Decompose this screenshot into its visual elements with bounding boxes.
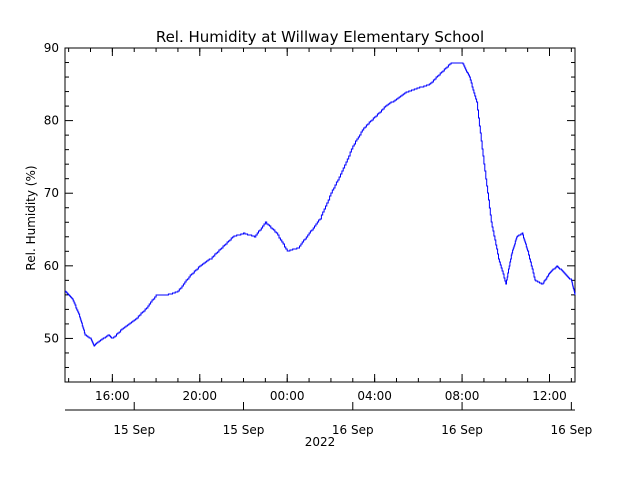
plot-frame (64, 47, 576, 383)
humidity-series-line (65, 62, 576, 347)
chart-title: Rel. Humidity at Willway Elementary Scho… (156, 28, 484, 46)
y-tick-label: 60 (44, 259, 59, 273)
y-tick-label: 70 (44, 186, 59, 200)
x-tick-label: 04:00 (357, 389, 392, 403)
chart-axes: 50 60 70 80 90 16:00 20:00 00:00 04:00 08:00 12:00… (44, 41, 592, 437)
y-tick-label: 80 (44, 114, 59, 128)
y-tick-label: 90 (44, 41, 59, 55)
x-tick-label: 20:00 (182, 389, 217, 403)
x-tick-label: 12:00 (532, 389, 567, 403)
date-axis-label: 16 Sep (332, 423, 374, 437)
x-tick-label: 08:00 (445, 389, 480, 403)
plot-area (65, 62, 576, 347)
x-axis-label: 2022 (305, 435, 336, 449)
y-axis-label: Rel. Humidity (%) (24, 165, 38, 270)
date-axis-label: 16 Sep (551, 423, 593, 437)
x-tick-label: 00:00 (270, 389, 305, 403)
date-axis-label: 15 Sep (113, 423, 155, 437)
y-tick-label: 50 (44, 331, 59, 345)
date-axis-label: 16 Sep (441, 423, 483, 437)
date-axis-label: 15 Sep (223, 423, 265, 437)
x-tick-label: 16:00 (95, 389, 130, 403)
